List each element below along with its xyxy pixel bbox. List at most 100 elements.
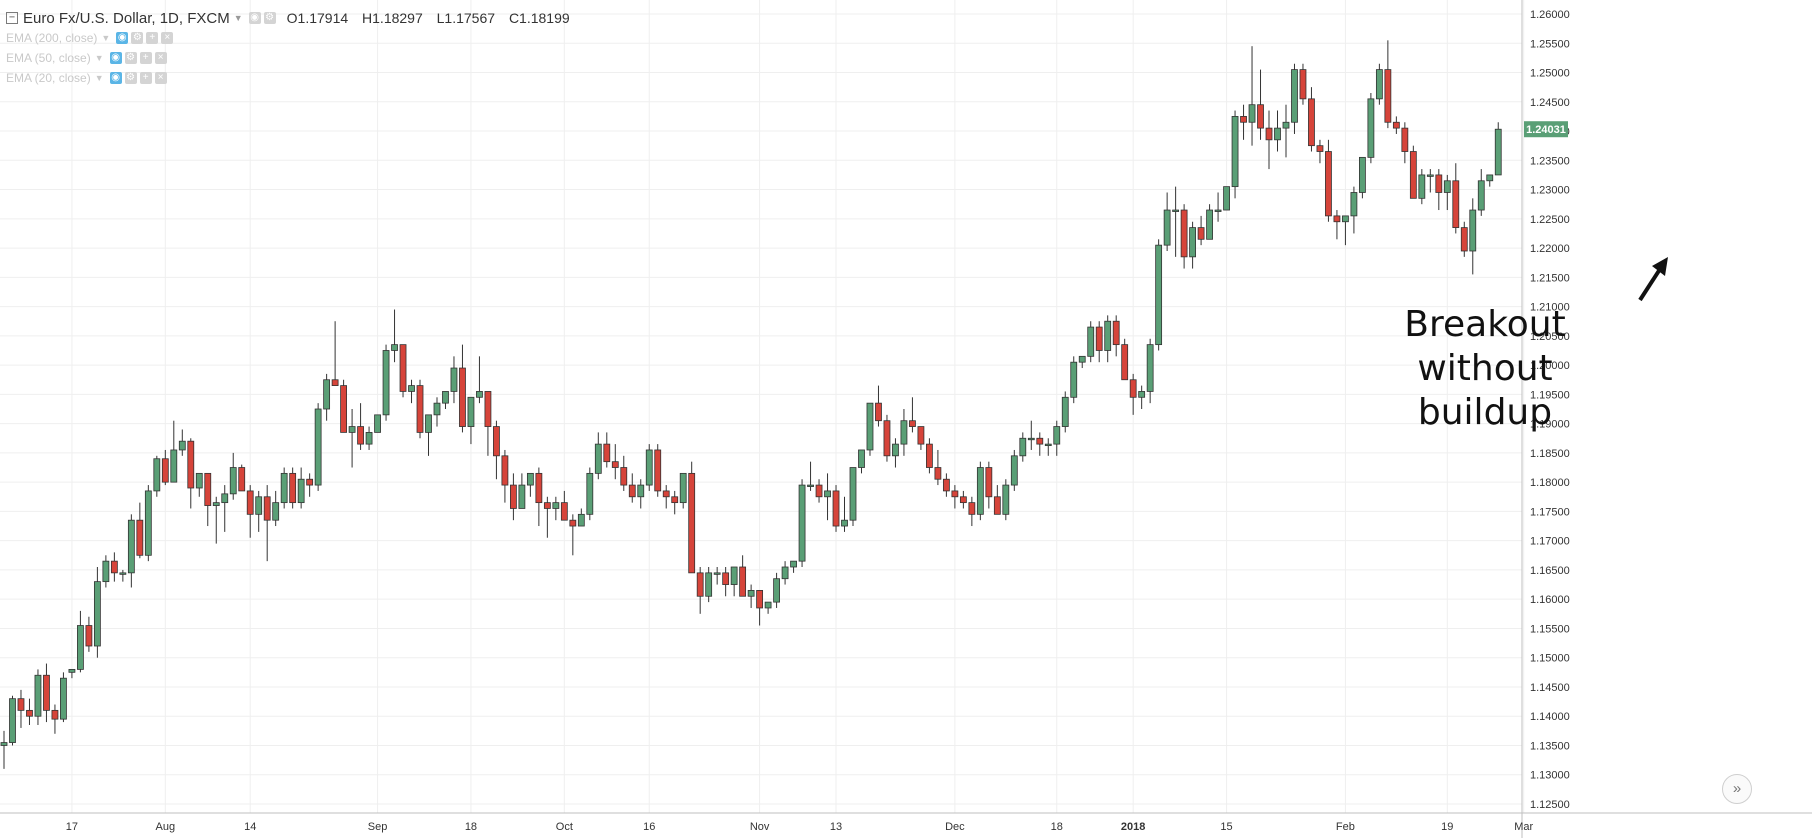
eye-icon[interactable]: ◉ bbox=[109, 72, 122, 84]
candle-body bbox=[493, 426, 500, 457]
indicator-row[interactable]: EMA (50, close) ▼ ◉ ⚙ + × bbox=[6, 48, 580, 68]
price-tick-label: 1.20500 bbox=[1530, 331, 1570, 343]
date-tick-label: 16 bbox=[643, 821, 655, 833]
gear-icon[interactable]: ⚙ bbox=[124, 52, 137, 64]
candle-body bbox=[730, 566, 738, 585]
candle bbox=[484, 391, 492, 456]
indicator-label[interactable]: EMA (200, close) bbox=[6, 31, 98, 45]
candle bbox=[866, 402, 874, 456]
candle bbox=[807, 461, 814, 491]
candle-body bbox=[484, 391, 492, 427]
candle-body bbox=[900, 420, 908, 445]
candle-body bbox=[688, 472, 696, 574]
candle bbox=[1418, 169, 1426, 205]
candle-body bbox=[1494, 128, 1502, 176]
candle bbox=[1070, 356, 1078, 404]
candle-body bbox=[917, 426, 925, 445]
candle-body bbox=[662, 490, 670, 498]
date-tick-label: Feb bbox=[1336, 821, 1355, 833]
candle-body bbox=[1350, 192, 1358, 217]
candle-body bbox=[569, 519, 577, 527]
indicator-row[interactable]: EMA (20, close) ▼ ◉ ⚙ + × bbox=[6, 68, 580, 88]
chart-legend: − Euro Fx/U.S. Dollar, 1D, FXCM ▼ ◉ ⚙ O1… bbox=[6, 8, 580, 88]
plus-icon[interactable]: + bbox=[146, 32, 159, 44]
candle bbox=[1494, 122, 1502, 176]
candle-body bbox=[34, 674, 42, 717]
candle bbox=[671, 490, 679, 515]
candle-body bbox=[781, 566, 789, 580]
close-icon[interactable]: × bbox=[161, 32, 174, 44]
candle bbox=[1189, 221, 1196, 269]
candle bbox=[255, 490, 263, 532]
chevron-down-icon[interactable]: ▼ bbox=[101, 33, 111, 43]
indicator-label[interactable]: EMA (20, close) bbox=[6, 71, 91, 85]
symbol-title[interactable]: Euro Fx/U.S. Dollar, 1D, FXCM bbox=[23, 9, 230, 27]
candle bbox=[526, 472, 534, 497]
chevron-down-icon[interactable]: ▼ bbox=[94, 73, 104, 83]
candle bbox=[416, 379, 424, 439]
high-value: H1.18297 bbox=[362, 10, 423, 26]
candle-body bbox=[1053, 426, 1061, 445]
price-tick-label: 1.23500 bbox=[1530, 155, 1570, 167]
candle-body bbox=[926, 443, 933, 468]
close-icon[interactable]: × bbox=[154, 52, 167, 64]
candle bbox=[26, 698, 33, 725]
chevron-down-icon[interactable]: ▼ bbox=[233, 13, 243, 23]
candle-body bbox=[501, 455, 509, 486]
eye-icon[interactable]: ◉ bbox=[248, 12, 261, 24]
candle-body bbox=[1477, 180, 1485, 211]
candle-body bbox=[849, 467, 857, 521]
candle bbox=[1146, 338, 1154, 404]
candle-body bbox=[1392, 121, 1400, 129]
price-tick-label: 1.12500 bbox=[1530, 799, 1570, 811]
candle bbox=[1257, 69, 1264, 140]
candle bbox=[858, 449, 865, 474]
candle bbox=[17, 689, 25, 728]
price-tick-label: 1.18500 bbox=[1530, 448, 1570, 460]
gear-icon[interactable]: ⚙ bbox=[124, 72, 137, 84]
price-tick-label: 1.15500 bbox=[1530, 623, 1570, 635]
candle-body bbox=[289, 472, 297, 504]
candle-body bbox=[747, 590, 755, 597]
date-tick-label: 18 bbox=[465, 821, 477, 833]
candle-body bbox=[374, 414, 381, 433]
plus-icon[interactable]: + bbox=[139, 52, 152, 64]
candle-body bbox=[306, 478, 314, 486]
indicator-label[interactable]: EMA (50, close) bbox=[6, 51, 91, 65]
candle-body bbox=[866, 402, 874, 451]
candle bbox=[790, 560, 797, 573]
scroll-to-realtime-button[interactable]: » bbox=[1722, 774, 1752, 804]
candle-body bbox=[586, 472, 594, 515]
candle bbox=[314, 403, 322, 491]
gear-icon[interactable]: ⚙ bbox=[263, 12, 276, 24]
candle bbox=[1308, 87, 1315, 152]
collapse-icon[interactable]: − bbox=[6, 12, 18, 24]
candle-body bbox=[365, 432, 373, 445]
candle bbox=[1036, 432, 1044, 456]
gear-icon[interactable]: ⚙ bbox=[131, 32, 144, 44]
candle-body bbox=[543, 502, 551, 509]
candle-body bbox=[1019, 437, 1027, 457]
candle-body bbox=[756, 590, 764, 609]
candle-body bbox=[909, 420, 916, 427]
candle-body bbox=[340, 385, 348, 433]
candle bbox=[1010, 449, 1018, 491]
plus-icon[interactable]: + bbox=[139, 72, 152, 84]
candle-body bbox=[722, 572, 730, 585]
candle bbox=[204, 472, 212, 527]
candle-body bbox=[26, 709, 33, 717]
indicator-row[interactable]: EMA (200, close) ▼ ◉ ⚙ + × bbox=[6, 28, 580, 48]
candle-body bbox=[178, 440, 186, 451]
chevron-down-icon[interactable]: ▼ bbox=[94, 53, 104, 63]
eye-icon[interactable]: ◉ bbox=[116, 32, 129, 44]
date-tick-label: Sep bbox=[368, 821, 388, 833]
candle bbox=[178, 429, 186, 456]
close-icon[interactable]: × bbox=[154, 72, 167, 84]
annotation-arrow-head bbox=[1652, 257, 1668, 276]
eye-icon[interactable]: ◉ bbox=[109, 52, 122, 64]
candle-body bbox=[1367, 98, 1375, 158]
candle-body bbox=[705, 572, 713, 597]
last-price-label: 1.24031 bbox=[1526, 124, 1566, 136]
candle bbox=[535, 467, 543, 527]
